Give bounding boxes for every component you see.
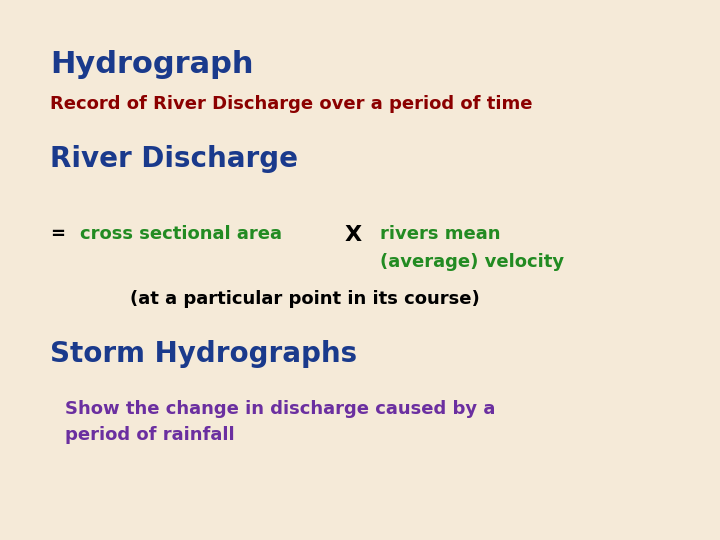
Text: cross sectional area: cross sectional area [80, 225, 282, 243]
Text: (at a particular point in its course): (at a particular point in its course) [130, 290, 480, 308]
Text: =: = [50, 225, 65, 243]
Text: Hydrograph: Hydrograph [50, 50, 253, 79]
Text: Record of River Discharge over a period of time: Record of River Discharge over a period … [50, 95, 533, 113]
Text: River Discharge: River Discharge [50, 145, 298, 173]
Text: (average) velocity: (average) velocity [380, 253, 564, 271]
Text: Show the change in discharge caused by a
period of rainfall: Show the change in discharge caused by a… [65, 400, 495, 444]
Text: Storm Hydrographs: Storm Hydrographs [50, 340, 357, 368]
Text: rivers mean: rivers mean [380, 225, 500, 243]
Text: X: X [345, 225, 362, 245]
